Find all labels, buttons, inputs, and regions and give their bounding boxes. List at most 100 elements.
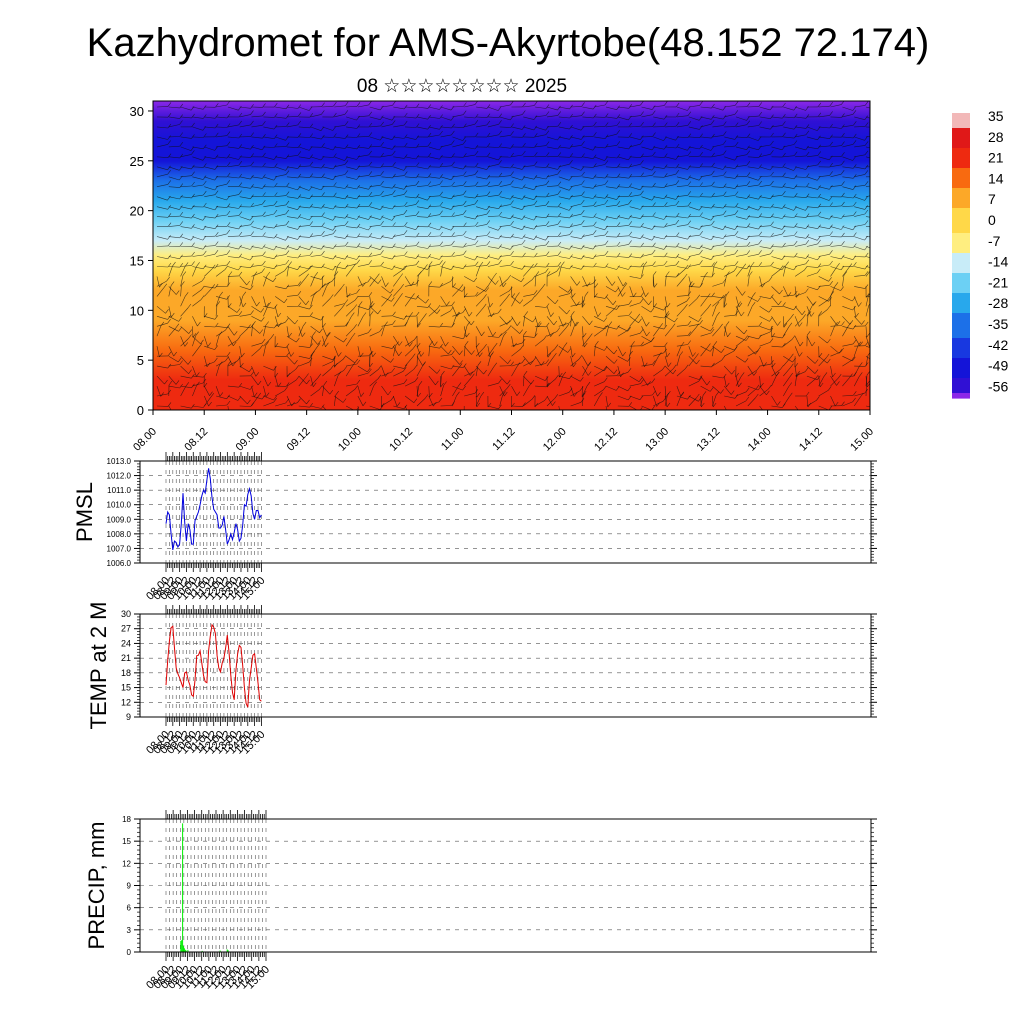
colorbar-swatch — [952, 213, 970, 219]
colorbar-swatch — [952, 343, 970, 349]
colorbar-swatch — [952, 253, 970, 259]
colorbar-swatch — [952, 183, 970, 189]
cs-x-tick-label: 09.00 — [234, 426, 262, 454]
colorbar-swatch — [952, 203, 970, 209]
precip-bar — [227, 950, 229, 952]
y-tick-label: 24 — [121, 638, 131, 648]
colorbar-swatch — [952, 198, 970, 204]
colorbar-swatch — [952, 168, 970, 174]
y-tick-label: 30 — [121, 609, 131, 619]
cs-y-tick-label: 20 — [130, 204, 144, 219]
colorbar-swatch — [952, 158, 970, 164]
cs-y-tick-label: 0 — [137, 403, 144, 418]
colorbar-swatch — [952, 138, 970, 144]
colorbar-label: -28 — [988, 295, 1008, 311]
colorbar: 35 28 21 14 7 0 -7 -14 -21 -28 -35 -42 -49 -56 — [952, 108, 1008, 399]
colorbar-swatch — [952, 313, 970, 319]
pmsl-panel: 1006.0 1007.0 1008.0 1009.0 1010.0 1011.0 1012… — [72, 452, 877, 603]
colorbar-swatch — [952, 368, 970, 374]
precip-bar — [185, 950, 187, 952]
panel-frame — [139, 613, 872, 718]
precip-bar — [180, 940, 182, 952]
colorbar-label: -56 — [988, 378, 1008, 394]
colorbar-label: -14 — [988, 254, 1008, 270]
cs-x-tick-label: 08.12 — [182, 426, 210, 454]
colorbar-swatch — [952, 353, 970, 359]
precip-bar — [226, 949, 228, 952]
colorbar-swatch — [952, 393, 970, 399]
colorbar-swatch — [952, 143, 970, 149]
colorbar-swatch — [952, 373, 970, 379]
y-tick-label: 1006.0 — [107, 559, 132, 568]
cs-x-tick-label: 12.00 — [541, 426, 569, 454]
panel-frame — [139, 460, 872, 564]
colorbar-label: 21 — [988, 150, 1004, 166]
colorbar-swatch — [952, 128, 970, 134]
y-tick-label: 18 — [122, 815, 131, 824]
series-line — [165, 623, 262, 708]
colorbar-swatch — [952, 268, 970, 274]
colorbar-swatch — [952, 318, 970, 324]
cs-x-tick-label: 10.12 — [387, 426, 415, 454]
colorbar-swatch — [952, 208, 970, 214]
y-tick-label: 6 — [127, 904, 132, 913]
colorbar-swatch — [952, 218, 970, 224]
y-tick-label: 12 — [122, 859, 131, 868]
y-tick-label: 12 — [121, 697, 131, 707]
cs-y-tick-label: 25 — [130, 154, 144, 169]
y-axis-label: PRECIP, mm — [84, 822, 109, 950]
y-tick-label: 21 — [121, 653, 131, 663]
cs-y-tick-label: 10 — [130, 303, 144, 318]
colorbar-swatch — [952, 383, 970, 389]
colorbar-swatch — [952, 263, 970, 269]
colorbar-label: -7 — [988, 233, 1001, 249]
colorbar-swatch — [952, 188, 970, 194]
cs-x-tick-label: 14.12 — [797, 426, 825, 454]
colorbar-swatch — [952, 358, 970, 364]
y-tick-label: 15 — [121, 683, 131, 693]
colorbar-swatch — [952, 323, 970, 329]
precip-bar — [181, 940, 183, 952]
colorbar-label: 14 — [988, 170, 1004, 186]
cs-y-tick-label: 15 — [130, 253, 144, 268]
temp-panel: 91215182124273008.0008.1209.0009.1210.00… — [86, 602, 877, 757]
colorbar-label: 0 — [988, 212, 996, 228]
precip-panel: 036912151808.0008.1209.0009.1210.0010.12… — [84, 810, 877, 992]
colorbar-swatch — [952, 173, 970, 179]
colorbar-swatch — [952, 348, 970, 354]
colorbar-swatch — [952, 243, 970, 249]
colorbar-swatch — [952, 308, 970, 314]
precip-bar — [184, 949, 186, 952]
colorbar-swatch — [952, 193, 970, 199]
colorbar-swatch — [952, 298, 970, 304]
colorbar-swatch — [952, 288, 970, 294]
chart-title: Kazhydromet for AMS-Akyrtobe(48.152 72.1… — [87, 21, 930, 65]
precip-bar — [187, 949, 189, 952]
colorbar-swatch — [952, 153, 970, 159]
colorbar-swatch — [952, 363, 970, 369]
y-tick-label: 1007.0 — [107, 544, 132, 553]
colorbar-label: 35 — [988, 108, 1004, 124]
y-tick-label: 1011.0 — [107, 486, 131, 495]
colorbar-swatch — [952, 163, 970, 169]
cs-x-tick-label: 08.00 — [131, 426, 159, 454]
colorbar-swatch — [952, 378, 970, 384]
cs-x-tick-label: 13.00 — [643, 426, 671, 454]
colorbar-swatch — [952, 148, 970, 154]
colorbar-swatch — [952, 178, 970, 184]
y-tick-label: 15 — [122, 837, 131, 846]
colorbar-label: -21 — [988, 274, 1008, 290]
y-tick-label: 1013.0 — [107, 457, 132, 466]
cs-x-tick-label: 15.00 — [848, 426, 876, 454]
colorbar-label: 7 — [988, 191, 996, 207]
chart-subtitle: 08 ☆☆☆☆☆☆☆☆ 2025 — [357, 76, 567, 97]
colorbar-swatch — [952, 388, 970, 394]
colorbar-label: -35 — [988, 316, 1008, 332]
precip-bar — [183, 948, 185, 952]
colorbar-swatch — [952, 328, 970, 334]
cs-x-tick-label: 14.00 — [746, 426, 774, 454]
colorbar-swatch — [952, 248, 970, 254]
wind-barbs — [156, 101, 870, 410]
colorbar-label: 28 — [988, 129, 1004, 145]
